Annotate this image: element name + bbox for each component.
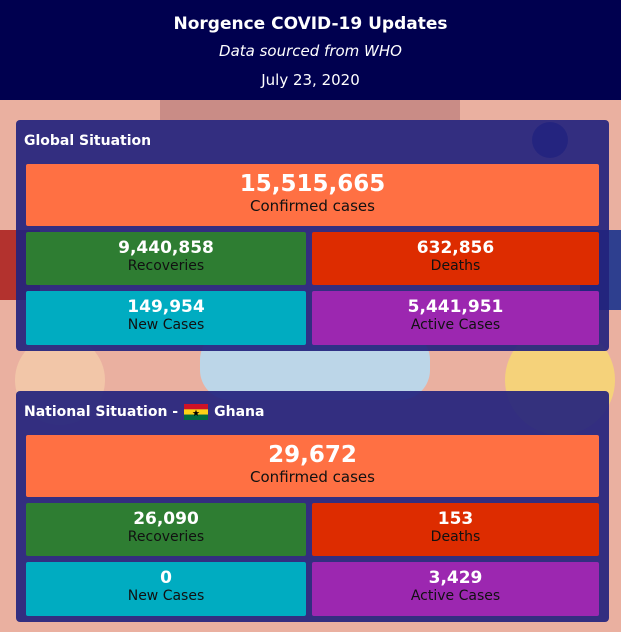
section-title: Global Situation (24, 133, 152, 149)
stat-card: 9,440,858 Recoveries (26, 232, 306, 285)
header-date: July 23, 2020 (261, 71, 360, 89)
stat-card: 149,954 New Cases (26, 291, 306, 345)
header-title: Norgence COVID-19 Updates (173, 14, 448, 34)
stat-label: Deaths (430, 529, 481, 545)
stat-label: Recoveries (127, 258, 205, 274)
stat-label: Recoveries (127, 529, 205, 545)
flag (184, 404, 209, 420)
stat-card: 5,441,951 Active Cases (312, 291, 599, 345)
stat-value: 0 (160, 568, 172, 588)
stat-label: Confirmed cases (250, 197, 375, 215)
stat-card: 29,672 Confirmed cases (26, 435, 599, 497)
stat-value: 632,856 (416, 238, 495, 258)
national-panel: National Situation - Ghana 29,672 Confirm… (16, 391, 609, 622)
stat-value: 15,515,665 (239, 171, 386, 197)
section-title: National Situation - (24, 404, 179, 420)
stat-label: Active Cases (410, 317, 501, 333)
stat-card: 15,515,665 Confirmed cases (26, 164, 599, 226)
country-name: Ghana (214, 404, 265, 420)
global-panel: Global Situation 15,515,665 Confirmed cas… (16, 120, 609, 351)
stat-label: Confirmed cases (250, 468, 375, 486)
stat-card: 26,090 Recoveries (26, 503, 306, 556)
stat-value: 149,954 (127, 297, 205, 317)
stat-value: 3,429 (428, 568, 483, 588)
stat-card: 153 Deaths (312, 503, 599, 556)
stat-label: New Cases (127, 588, 205, 604)
header: Norgence COVID-19 Updates Data sourced f… (0, 0, 621, 100)
stat-value: 5,441,951 (407, 297, 504, 317)
stat-value: 9,440,858 (118, 238, 214, 258)
stat-card: 632,856 Deaths (312, 232, 599, 285)
stat-value: 29,672 (268, 442, 357, 468)
stat-card: 3,429 Active Cases (312, 562, 599, 616)
stat-label: New Cases (127, 317, 205, 333)
stat-label: Active Cases (410, 588, 501, 604)
stat-label: Deaths (430, 258, 481, 274)
stat-value: 26,090 (133, 509, 199, 529)
stat-card: 0 New Cases (26, 562, 306, 616)
header-subtitle: Data sourced from WHO (219, 42, 402, 60)
stat-value: 153 (437, 509, 474, 529)
